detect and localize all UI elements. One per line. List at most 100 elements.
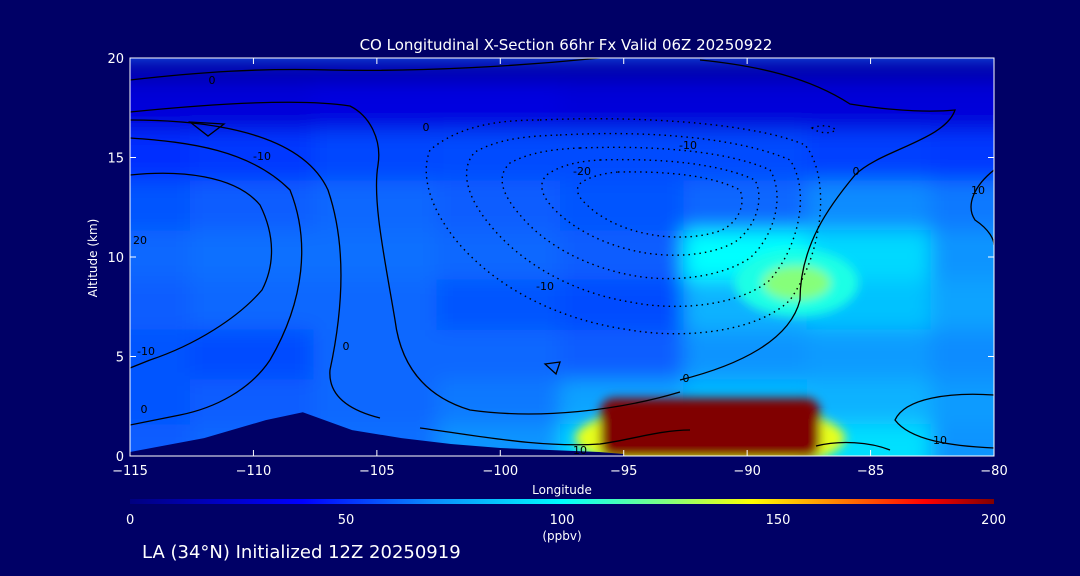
y-tick-label: 15	[107, 152, 124, 167]
field-cell	[560, 130, 688, 185]
hotspot-surface	[575, 398, 846, 456]
contour-line	[130, 172, 273, 369]
contour-line	[894, 393, 994, 449]
x-tick-label: −95	[610, 464, 637, 479]
y-tick-label: 5	[116, 351, 124, 366]
field-cell	[130, 279, 194, 334]
field-cell	[930, 130, 994, 185]
contour-label: 0	[853, 165, 860, 178]
field-cell	[930, 329, 994, 384]
x-axis: −115 −110 −105 −100 −95 −90 −85 −80	[112, 58, 1008, 479]
x-tick-label: −85	[857, 464, 884, 479]
field-cell	[130, 180, 194, 235]
field-cell	[130, 230, 194, 284]
field-cell	[436, 379, 564, 429]
field-cell	[806, 180, 935, 235]
x-tick-label: −115	[112, 464, 148, 479]
field-cell	[313, 230, 441, 284]
field-cell	[189, 329, 318, 384]
negative-contour	[465, 132, 802, 308]
field-cell	[436, 80, 564, 135]
y-tick-label: 0	[116, 450, 124, 465]
x-tick-label: −90	[733, 464, 760, 479]
contour-label: -10	[679, 139, 697, 152]
field-cell	[560, 180, 688, 235]
initialization-caption: LA (34°N) Initialized 12Z 20250919	[142, 542, 461, 563]
contour-line	[187, 121, 226, 137]
field-cell	[189, 80, 318, 135]
contour-label: 10	[933, 434, 947, 447]
field-cell	[189, 130, 318, 185]
field-cell	[313, 379, 441, 429]
colorbar: 0 50 100 150 200 (ppbv)	[126, 499, 1006, 543]
contour-label: 20	[133, 234, 147, 247]
contour-line	[130, 119, 381, 419]
concentration-field	[130, 58, 994, 456]
y-tick-label: 10	[107, 251, 124, 266]
field-cell	[436, 329, 564, 384]
contour-label: -10	[536, 280, 554, 293]
chart-title: CO Longitudinal X-Section 66hr Fx Valid …	[360, 36, 773, 54]
field-cell	[930, 80, 994, 135]
field-cell	[313, 279, 441, 334]
contour-label: -20	[573, 165, 591, 178]
field-cell	[436, 180, 564, 235]
colorbar-tick-label: 100	[550, 513, 575, 528]
field-cell	[560, 80, 688, 135]
field-cell	[930, 180, 994, 235]
field-cell	[436, 279, 564, 334]
field-cell	[560, 230, 688, 284]
contour-label: 10	[971, 184, 985, 197]
contour-line	[130, 101, 681, 415]
y-axis-label: Altitude (km)	[86, 219, 100, 298]
contour-line	[419, 427, 691, 446]
field-cell	[930, 424, 994, 456]
x-tick-label: −110	[236, 464, 272, 479]
y-tick-label: 20	[107, 52, 124, 67]
contour-labels: 0 -10 -20 -10 0 10 -10 0 20 -10 0 0 10 10 0	[133, 74, 985, 457]
field-cell	[130, 130, 194, 185]
contour-label: 0	[683, 372, 690, 385]
field-cell	[130, 329, 194, 384]
contour-label: 0	[209, 74, 216, 87]
contour-line	[970, 169, 994, 246]
field-cell	[189, 180, 318, 235]
field-cell	[806, 329, 935, 384]
hotspot-core	[762, 265, 831, 300]
field-cell	[436, 230, 564, 284]
field-cell	[560, 279, 688, 334]
field-cell	[436, 130, 564, 185]
field-cell	[683, 80, 811, 135]
contour-line	[130, 137, 303, 426]
contour-line	[130, 58, 601, 81]
contour-label: 10	[573, 444, 587, 457]
colorbar-tick-label: 0	[126, 513, 134, 528]
colorbar-strip	[130, 499, 994, 504]
field-cell	[930, 230, 994, 284]
x-tick-label: −105	[359, 464, 395, 479]
terrain-mask	[130, 412, 624, 456]
colorbar-ticks: 0 50 100 150 200	[126, 513, 1006, 528]
field-cell	[683, 130, 811, 185]
field-cell	[130, 379, 194, 429]
field-cell	[683, 180, 811, 235]
x-tick-label: −80	[980, 464, 1007, 479]
colorbar-tick-label: 50	[338, 513, 355, 528]
contour-label: 0	[141, 403, 148, 416]
hotspot-core	[600, 398, 821, 456]
colorbar-unit: (ppbv)	[542, 529, 581, 543]
contour-line	[679, 59, 956, 381]
contour-line	[543, 361, 561, 376]
field-cell	[313, 80, 441, 135]
plot-area	[130, 58, 994, 456]
field-cell	[130, 58, 194, 85]
x-tick-label: −100	[482, 464, 518, 479]
contour-lines	[130, 58, 994, 451]
negative-contours	[425, 118, 838, 335]
contour-line	[815, 441, 891, 451]
field-cell	[806, 80, 935, 135]
x-axis-label: Longitude	[532, 483, 592, 497]
field-cell	[930, 279, 994, 334]
field-cells	[130, 58, 994, 456]
